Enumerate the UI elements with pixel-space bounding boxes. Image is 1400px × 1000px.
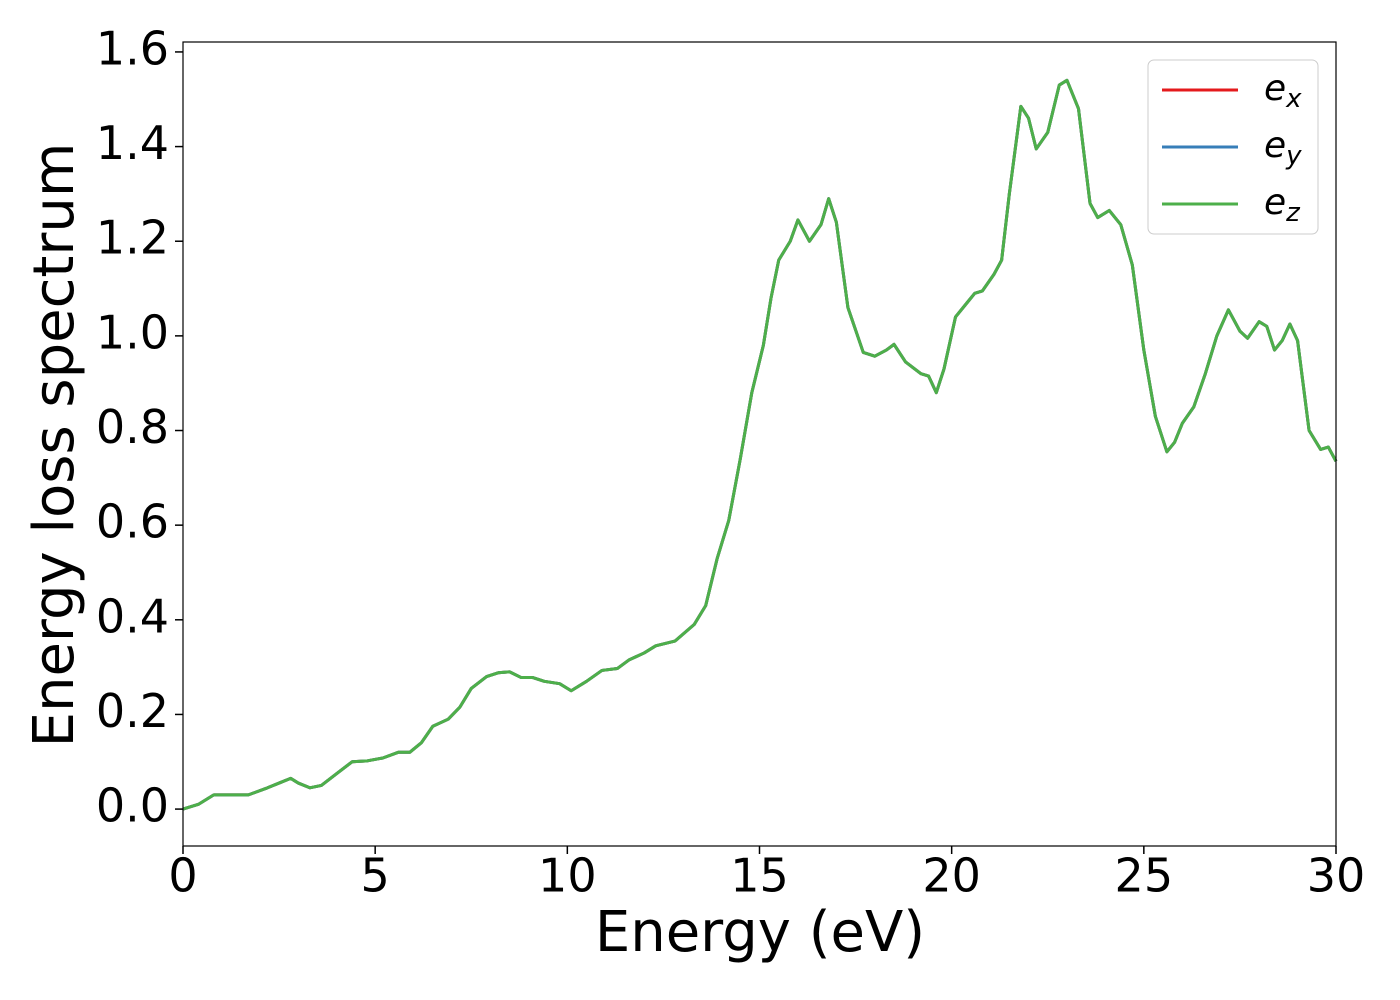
x-tick-label: 10 bbox=[538, 849, 597, 903]
y-axis-label: Energy loss spectrum bbox=[22, 143, 87, 748]
x-tick-label: 0 bbox=[168, 849, 197, 903]
y-tick-label: 1.6 bbox=[96, 21, 169, 75]
legend-label: ex bbox=[1264, 68, 1302, 114]
legend-label: ey bbox=[1264, 125, 1302, 171]
y-tick-label: 0.2 bbox=[96, 684, 169, 738]
x-tick-label: 25 bbox=[1115, 849, 1174, 903]
y-tick-label: 0.8 bbox=[96, 400, 169, 454]
y-tick-label: 0.4 bbox=[96, 589, 169, 643]
x-tick-label: 20 bbox=[922, 849, 981, 903]
plot-frame bbox=[182, 41, 1337, 847]
x-tick-label: 5 bbox=[361, 849, 390, 903]
legend-label: ez bbox=[1264, 182, 1301, 228]
x-axis-label: Energy (eV) bbox=[595, 900, 925, 965]
line bbox=[182, 78, 1338, 811]
x-tick-label: 15 bbox=[730, 849, 789, 903]
y-tick-label: 0.6 bbox=[96, 495, 169, 549]
x-tick-label: 30 bbox=[1307, 849, 1366, 903]
y-tick-label: 1.2 bbox=[96, 211, 169, 265]
y-tick-label: 1.4 bbox=[96, 116, 169, 170]
y-tick-label: 1.0 bbox=[96, 305, 169, 359]
y-tick-label: 0.0 bbox=[96, 779, 169, 833]
